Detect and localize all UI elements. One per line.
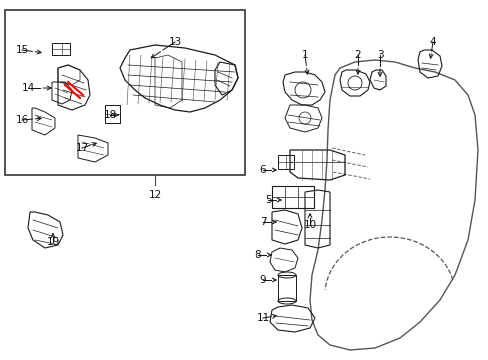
Bar	[105, 105, 120, 123]
Text: 11: 11	[256, 313, 269, 323]
Text: 2: 2	[354, 50, 361, 60]
Bar	[278, 155, 293, 169]
Bar	[278, 275, 295, 301]
Text: 18: 18	[103, 110, 116, 120]
Text: 15: 15	[15, 45, 29, 55]
Text: 1: 1	[301, 50, 307, 60]
Text: 13: 13	[168, 37, 181, 47]
Text: 3: 3	[376, 50, 383, 60]
Text: 14: 14	[21, 83, 35, 93]
Text: 12: 12	[148, 190, 162, 200]
Bar	[271, 186, 313, 208]
Text: 6: 6	[259, 165, 266, 175]
Text: 7: 7	[259, 217, 266, 227]
Text: 19: 19	[46, 237, 60, 247]
Text: 9: 9	[259, 275, 266, 285]
Bar	[5, 10, 244, 175]
Bar	[52, 43, 70, 55]
Text: 4: 4	[429, 37, 435, 47]
Text: 16: 16	[15, 115, 29, 125]
Text: 10: 10	[303, 220, 316, 230]
Text: 17: 17	[75, 143, 88, 153]
Text: 5: 5	[264, 195, 271, 205]
Text: 8: 8	[254, 250, 261, 260]
